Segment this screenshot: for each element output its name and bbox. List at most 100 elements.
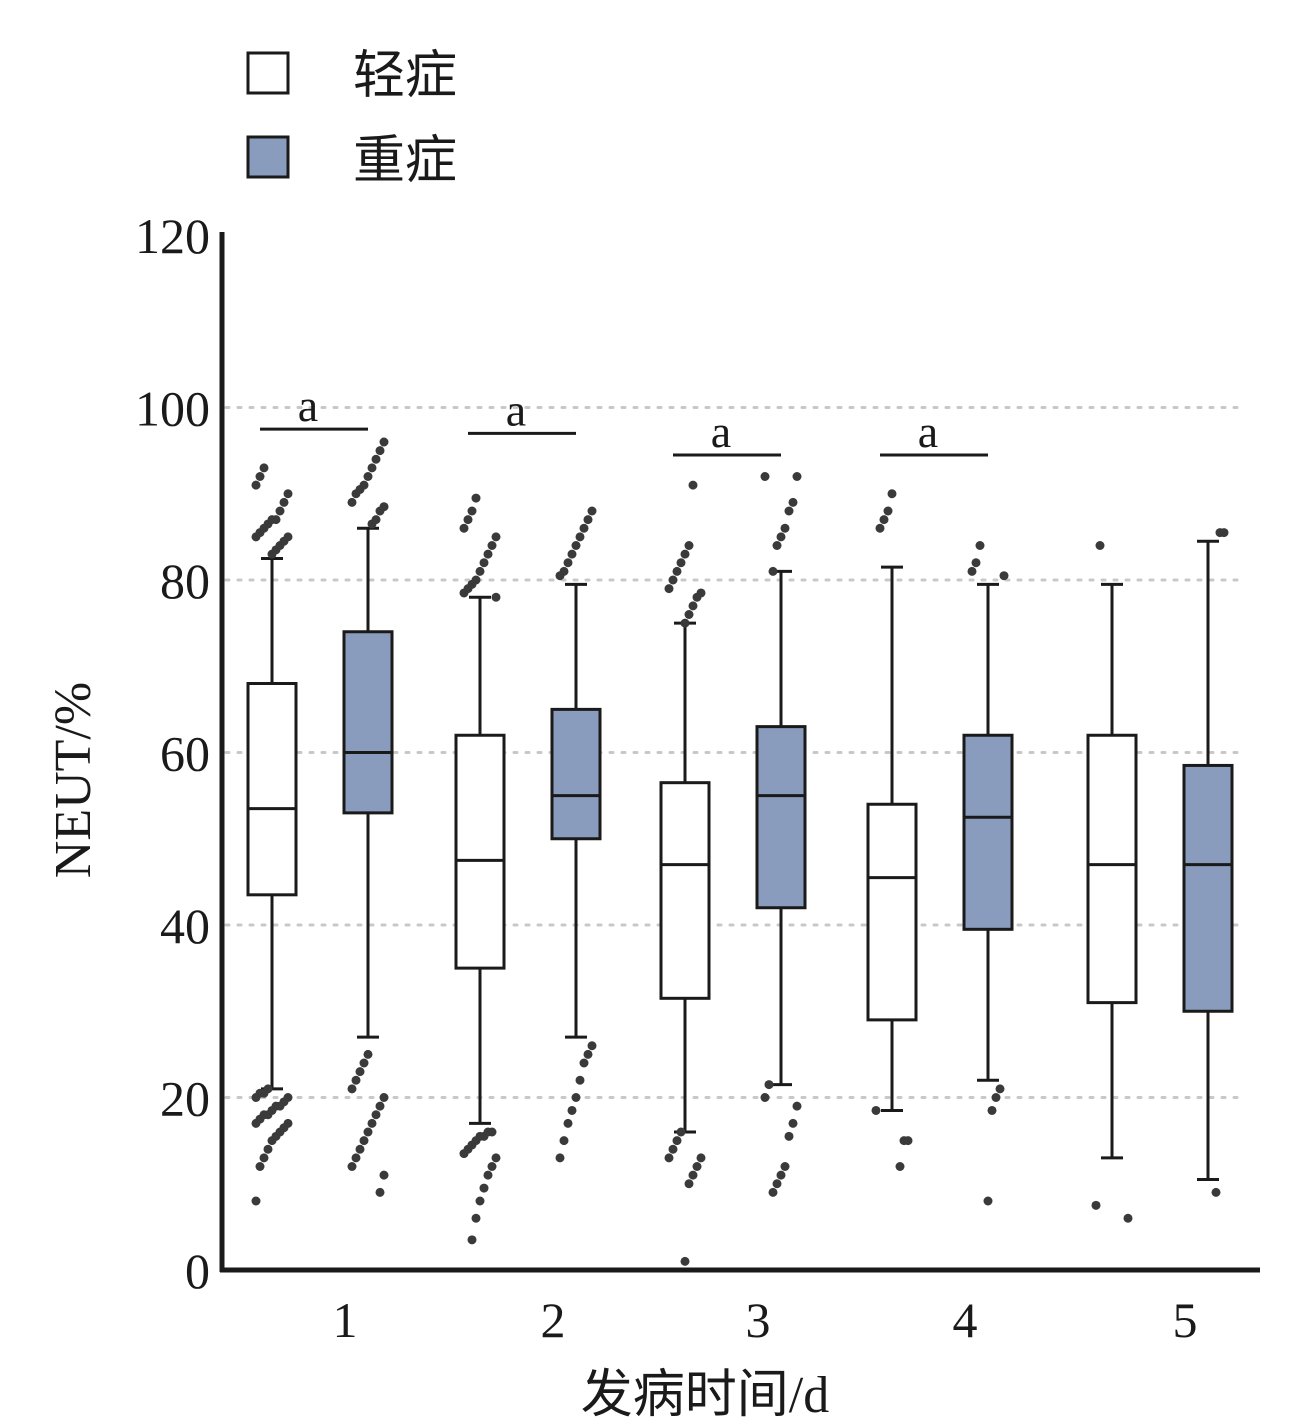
outlier-point (271, 515, 281, 525)
outlier-point (483, 1170, 493, 1180)
outlier-point (1091, 1200, 1101, 1210)
outlier-point (471, 493, 481, 503)
outlier-point (971, 558, 981, 568)
outlier-point (467, 1235, 477, 1245)
outlier-point (991, 1093, 1001, 1102)
outlier-point (459, 523, 469, 533)
outlier-point (567, 1105, 577, 1115)
y-tick-label: 120 (135, 208, 210, 264)
outlier-point (379, 1170, 389, 1180)
outlier-point (1211, 1187, 1221, 1197)
y-axis-title: NEUT/% (45, 682, 102, 878)
outlier-point (768, 1187, 778, 1197)
outlier-point (780, 523, 790, 533)
outlier-point (587, 1041, 597, 1051)
outlier-point (471, 1213, 481, 1223)
significance-label: a (506, 384, 526, 435)
outlier-point (672, 1136, 682, 1146)
outlier-point (903, 1136, 913, 1146)
outlier-point (571, 541, 581, 550)
outlier-point (668, 1144, 678, 1154)
legend-swatch-severe (246, 135, 290, 179)
outlier-point (263, 1144, 273, 1154)
legend-swatch-mild (246, 51, 290, 95)
y-tick-label: 100 (135, 381, 210, 437)
outlier-point (559, 1136, 569, 1146)
outlier-point (367, 463, 377, 473)
outlier-point (355, 1067, 365, 1077)
outlier-point (875, 523, 885, 533)
box (246, 682, 298, 897)
outlier-point (279, 497, 289, 507)
outlier-point (871, 1105, 881, 1115)
outlier-point (696, 588, 706, 598)
outlier-point (467, 506, 477, 516)
outlier-point (692, 1162, 702, 1171)
outlier-point (479, 1183, 489, 1193)
outlier-point (995, 1084, 1005, 1094)
outlier-points (251, 437, 1229, 1266)
outlier-point (587, 506, 597, 516)
outlier-point (371, 454, 381, 464)
outlier-point (371, 515, 381, 525)
outlier-point (579, 523, 589, 533)
outlier-point (895, 1162, 905, 1171)
box (962, 733, 1014, 931)
outlier-point (688, 1170, 698, 1180)
outlier-point (559, 566, 569, 576)
outlier-point (575, 532, 585, 542)
outlier-point (487, 1162, 497, 1171)
outlier-point (579, 1058, 589, 1068)
x-tick-label: 4 (953, 1292, 978, 1348)
outlier-point (987, 1105, 997, 1115)
outlier-point (696, 1153, 706, 1163)
outlier-point (283, 1093, 293, 1102)
outlier-point (672, 566, 682, 576)
outlier-point (575, 1075, 585, 1085)
outlier-point (879, 515, 889, 525)
outlier-point (776, 532, 786, 542)
outlier-point (367, 1118, 377, 1128)
x-tick-label: 1 (333, 1292, 358, 1348)
outlier-point (1219, 528, 1229, 538)
outlier-point (371, 1110, 381, 1120)
y-tick-label: 60 (160, 726, 210, 782)
outlier-point (676, 558, 686, 568)
outlier-point (491, 1153, 501, 1163)
outlier-point (487, 541, 497, 550)
outlier-point (664, 1153, 674, 1163)
y-tick-label: 0 (185, 1243, 210, 1299)
outlier-point (788, 1118, 798, 1128)
outlier-point (471, 575, 481, 585)
outlier-point (487, 1127, 497, 1137)
outlier-point (347, 1084, 357, 1094)
outlier-point (347, 1162, 357, 1171)
outlier-point (680, 618, 690, 628)
outlier-point (784, 506, 794, 516)
outlier-point (967, 566, 977, 576)
outlier-point (475, 566, 485, 576)
outlier-point (283, 532, 293, 542)
outlier-point (680, 549, 690, 559)
outlier-point (760, 1093, 770, 1102)
outlier-point (684, 541, 694, 550)
outlier-point (768, 566, 778, 576)
box (659, 781, 711, 1000)
outlier-point (571, 1093, 581, 1102)
box (342, 630, 394, 815)
box (755, 725, 807, 910)
outlier-point (684, 610, 694, 619)
outlier-point (347, 497, 357, 507)
outlier-point (359, 1136, 369, 1146)
axes (219, 232, 1260, 1273)
outlier-point (684, 1179, 694, 1189)
legend: 轻症 重症 (246, 46, 457, 191)
outlier-point (792, 1101, 802, 1111)
outlier-point (379, 437, 389, 447)
outlier-point (275, 506, 285, 516)
outlier-point (668, 575, 678, 585)
x-tick-label: 5 (1173, 1292, 1198, 1348)
outlier-point (375, 446, 385, 456)
y-tick-labels: 0 20 40 60 80 100 120 (135, 208, 210, 1299)
